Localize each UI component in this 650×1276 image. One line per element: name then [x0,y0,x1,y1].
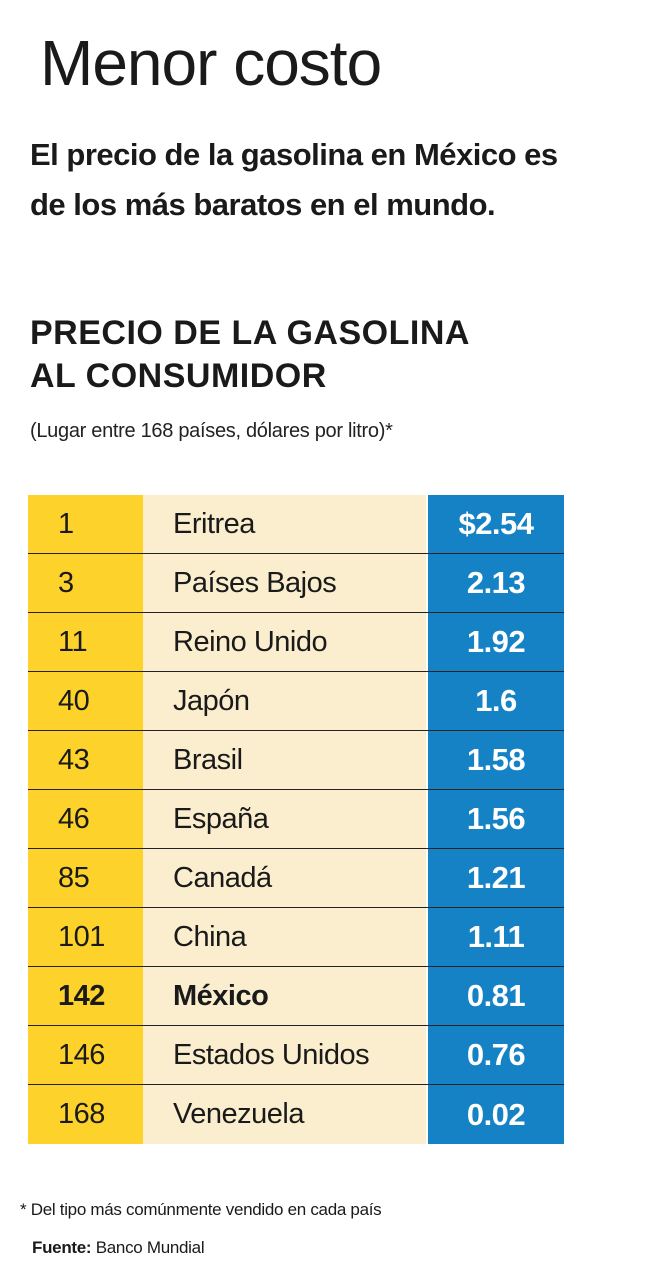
table-row: 1 Eritrea $2.54 [28,495,564,554]
country-cell: Estados Unidos [143,1026,426,1084]
country-cell: China [143,908,426,966]
rank-cell: 1 [28,495,143,553]
source-line: Fuente: Banco Mundial [32,1238,205,1258]
cell-divider [426,967,428,1025]
rank-cell: 142 [28,967,143,1025]
table-row: 142 México 0.81 [28,967,564,1026]
rank-cell: 85 [28,849,143,907]
rank-cell: 40 [28,672,143,730]
cell-divider [426,790,428,848]
country-cell: Reino Unido [143,613,426,671]
price-cell: 0.02 [428,1085,564,1144]
cell-divider [426,613,428,671]
cell-divider [426,495,428,553]
rank-cell: 11 [28,613,143,671]
price-cell: 1.92 [428,613,564,671]
cell-divider [426,1026,428,1084]
rank-cell: 46 [28,790,143,848]
cell-divider [426,554,428,612]
price-cell: 1.21 [428,849,564,907]
table-heading-line-1: PRECIO DE LA GASOLINA [30,314,470,352]
country-cell: Brasil [143,731,426,789]
country-cell: España [143,790,426,848]
table-row: 168 Venezuela 0.02 [28,1085,564,1144]
country-cell: México [143,967,426,1025]
country-cell: Países Bajos [143,554,426,612]
rank-cell: 101 [28,908,143,966]
country-cell: Venezuela [143,1085,426,1144]
price-cell: 2.13 [428,554,564,612]
table-row: 146 Estados Unidos 0.76 [28,1026,564,1085]
table-row: 11 Reino Unido 1.92 [28,613,564,672]
cell-divider [426,731,428,789]
table-row: 46 España 1.56 [28,790,564,849]
table-row: 40 Japón 1.6 [28,672,564,731]
table-note: (Lugar entre 168 países, dólares por lit… [30,420,393,442]
price-cell: $2.54 [428,495,564,553]
price-cell: 1.6 [428,672,564,730]
rank-cell: 168 [28,1085,143,1144]
country-cell: Eritrea [143,495,426,553]
country-cell: Canadá [143,849,426,907]
table-row: 101 China 1.11 [28,908,564,967]
footnote: * Del tipo más comúnmente vendido en cad… [20,1200,382,1219]
source-text: Banco Mundial [95,1238,205,1257]
price-cell: 1.11 [428,908,564,966]
price-cell: 0.81 [428,967,564,1025]
rank-cell: 43 [28,731,143,789]
cell-divider [426,908,428,966]
price-cell: 0.76 [428,1026,564,1084]
source-label: Fuente: [32,1238,92,1257]
table-row: 85 Canadá 1.21 [28,849,564,908]
rank-cell: 3 [28,554,143,612]
price-cell: 1.56 [428,790,564,848]
cell-divider [426,672,428,730]
rank-cell: 146 [28,1026,143,1084]
page-title: Menor costo [40,27,382,99]
country-cell: Japón [143,672,426,730]
subtitle: El precio de la gasolina en México es de… [30,137,558,222]
table-row: 3 Países Bajos 2.13 [28,554,564,613]
table-heading-line-2: AL CONSUMIDOR [30,357,327,395]
table-row: 43 Brasil 1.58 [28,731,564,790]
table-heading: PRECIO DE LA GASOLINA AL CONSUMIDOR [30,312,470,398]
cell-divider [426,1085,428,1144]
cell-divider [426,849,428,907]
price-table: 1 Eritrea $2.54 3 Países Bajos 2.13 11 Reino Un… [28,495,564,1144]
price-cell: 1.58 [428,731,564,789]
